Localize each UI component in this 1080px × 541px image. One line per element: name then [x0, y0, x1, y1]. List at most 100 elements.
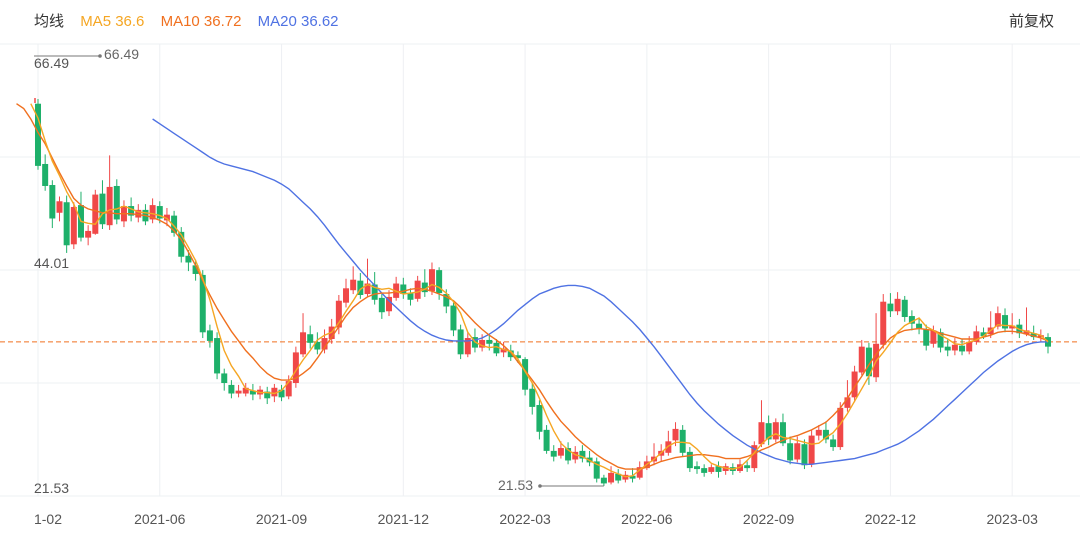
candle — [343, 278, 350, 308]
candle — [228, 380, 235, 399]
candle — [944, 339, 951, 357]
candle-body — [335, 300, 342, 328]
candle-body — [278, 389, 285, 398]
candle — [830, 434, 837, 451]
candle — [744, 461, 751, 472]
candle — [837, 402, 844, 450]
candle — [901, 295, 908, 322]
candle-body — [493, 342, 500, 354]
candle — [608, 466, 615, 485]
candle — [887, 293, 894, 318]
candle-body — [428, 269, 435, 292]
max-annotation-label: 66.49 — [104, 46, 140, 62]
candle-body — [214, 338, 221, 374]
candle-body — [128, 206, 135, 216]
candle-body — [271, 387, 278, 397]
x-axis-label: 2023-03 — [986, 511, 1038, 527]
candle — [858, 339, 865, 376]
candle-body — [779, 422, 786, 444]
candle — [479, 334, 486, 352]
candle — [708, 464, 715, 474]
candle-body — [636, 467, 643, 478]
candle-body — [400, 284, 407, 295]
candle — [357, 273, 364, 299]
candle — [192, 259, 199, 281]
candle-body — [944, 346, 951, 351]
candle — [758, 400, 765, 448]
candle — [615, 469, 622, 484]
candle — [1045, 333, 1051, 354]
candle-body — [436, 270, 443, 294]
candle-body — [514, 355, 521, 359]
candle — [171, 210, 178, 237]
adjust-mode-button[interactable]: 前复权 — [1008, 13, 1054, 30]
candle-body — [715, 466, 722, 472]
candle — [457, 324, 464, 360]
candle-body — [529, 388, 536, 407]
chart-annotations — [34, 54, 604, 488]
candle — [808, 429, 815, 468]
y-axis-label: 66.49 — [34, 55, 70, 71]
candle-body — [106, 186, 113, 226]
candle-body — [35, 103, 41, 166]
candle-body — [908, 316, 915, 324]
candle-body — [579, 450, 586, 459]
candle — [651, 443, 658, 466]
candle-body — [507, 350, 514, 358]
x-axis-label: 2021-09 — [255, 511, 308, 527]
x-axis-label: 2021-12 — [377, 511, 430, 527]
x-axis-label: 2022-09 — [742, 511, 795, 527]
candle-body — [765, 423, 772, 440]
candle-body — [171, 215, 178, 233]
candle — [371, 272, 378, 305]
candle — [335, 295, 342, 335]
candle-body — [357, 280, 364, 296]
candle — [787, 436, 794, 465]
candle — [428, 262, 435, 296]
candle-body — [615, 473, 622, 481]
x-axis-label: 2021-06 — [134, 511, 186, 527]
candle-body — [973, 331, 980, 342]
candle — [951, 338, 958, 356]
candle — [579, 445, 586, 463]
candle-body — [178, 231, 185, 257]
candle — [278, 384, 285, 402]
candle-body — [536, 404, 543, 432]
candle-body — [221, 373, 228, 383]
candle-body — [844, 397, 851, 408]
candle — [916, 317, 923, 335]
candle-body — [500, 348, 507, 353]
candle-body — [758, 422, 765, 445]
candle-body — [686, 451, 693, 469]
candle-body — [1009, 325, 1016, 329]
candle-body — [837, 407, 844, 448]
candle-body — [285, 381, 292, 397]
candle-body — [923, 329, 930, 346]
candle-body — [414, 280, 421, 299]
candle-body — [858, 346, 865, 373]
legend-ma20: MA20 36.62 — [257, 13, 339, 30]
candle — [937, 328, 944, 353]
y-axis-label: 44.01 — [34, 255, 70, 271]
candle — [70, 202, 77, 250]
candle-body — [901, 299, 908, 318]
candle — [493, 339, 500, 357]
candle-body — [149, 205, 156, 220]
candle-body — [865, 347, 872, 377]
candle — [156, 201, 163, 224]
candle-body — [815, 429, 822, 436]
candle-body — [1002, 315, 1009, 329]
candle — [163, 207, 170, 227]
candle — [880, 294, 887, 349]
candle — [235, 384, 242, 398]
candle-body — [880, 301, 887, 345]
candle-body — [85, 230, 92, 238]
ma-legend: 均线 MA5 36.6 MA10 36.72 MA20 36.62 — [34, 10, 351, 31]
candle — [178, 227, 185, 263]
candle — [378, 294, 385, 319]
candle — [407, 288, 414, 306]
candle — [56, 196, 63, 222]
candle-body — [679, 429, 686, 453]
candle — [185, 250, 192, 272]
